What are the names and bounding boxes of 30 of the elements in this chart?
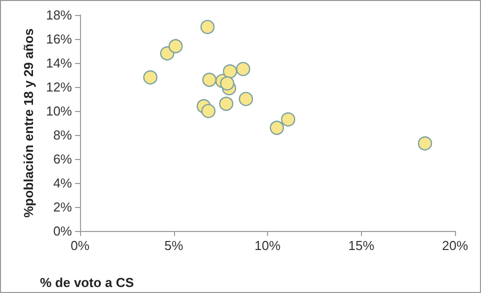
point <box>143 70 158 84</box>
y-tick-label: 6% <box>53 152 72 166</box>
x-tick-label: 15% <box>348 238 375 253</box>
point <box>418 136 432 150</box>
x-tick-label: 5% <box>164 238 184 253</box>
y-tick-label: 16% <box>46 32 72 46</box>
point <box>219 96 234 111</box>
point <box>281 112 296 126</box>
y-tick-label: 14% <box>46 56 72 70</box>
y-tick-label: 10% <box>46 104 72 118</box>
point <box>222 64 238 78</box>
x-tick-label: 10% <box>254 238 281 253</box>
x-tick-label: 0% <box>70 238 90 253</box>
y-tick-label: 8% <box>53 128 72 142</box>
y-tick-label: 0% <box>53 224 72 238</box>
y-tick-label: 4% <box>53 176 72 190</box>
point <box>220 76 234 90</box>
point <box>236 62 250 76</box>
x-axis-title: % de voto a CS <box>40 275 134 290</box>
x-tick-label: 20% <box>442 238 468 253</box>
y-tick-label: 12% <box>46 80 72 94</box>
y-tick-label: 2% <box>53 200 72 214</box>
point <box>202 72 216 87</box>
point <box>168 39 183 54</box>
y-axis-title: %población entre 18 y 29 años <box>21 28 36 218</box>
y-tick-label: 18% <box>46 8 72 22</box>
point <box>270 120 284 135</box>
point <box>201 104 216 118</box>
point <box>200 20 215 34</box>
point <box>238 92 254 106</box>
